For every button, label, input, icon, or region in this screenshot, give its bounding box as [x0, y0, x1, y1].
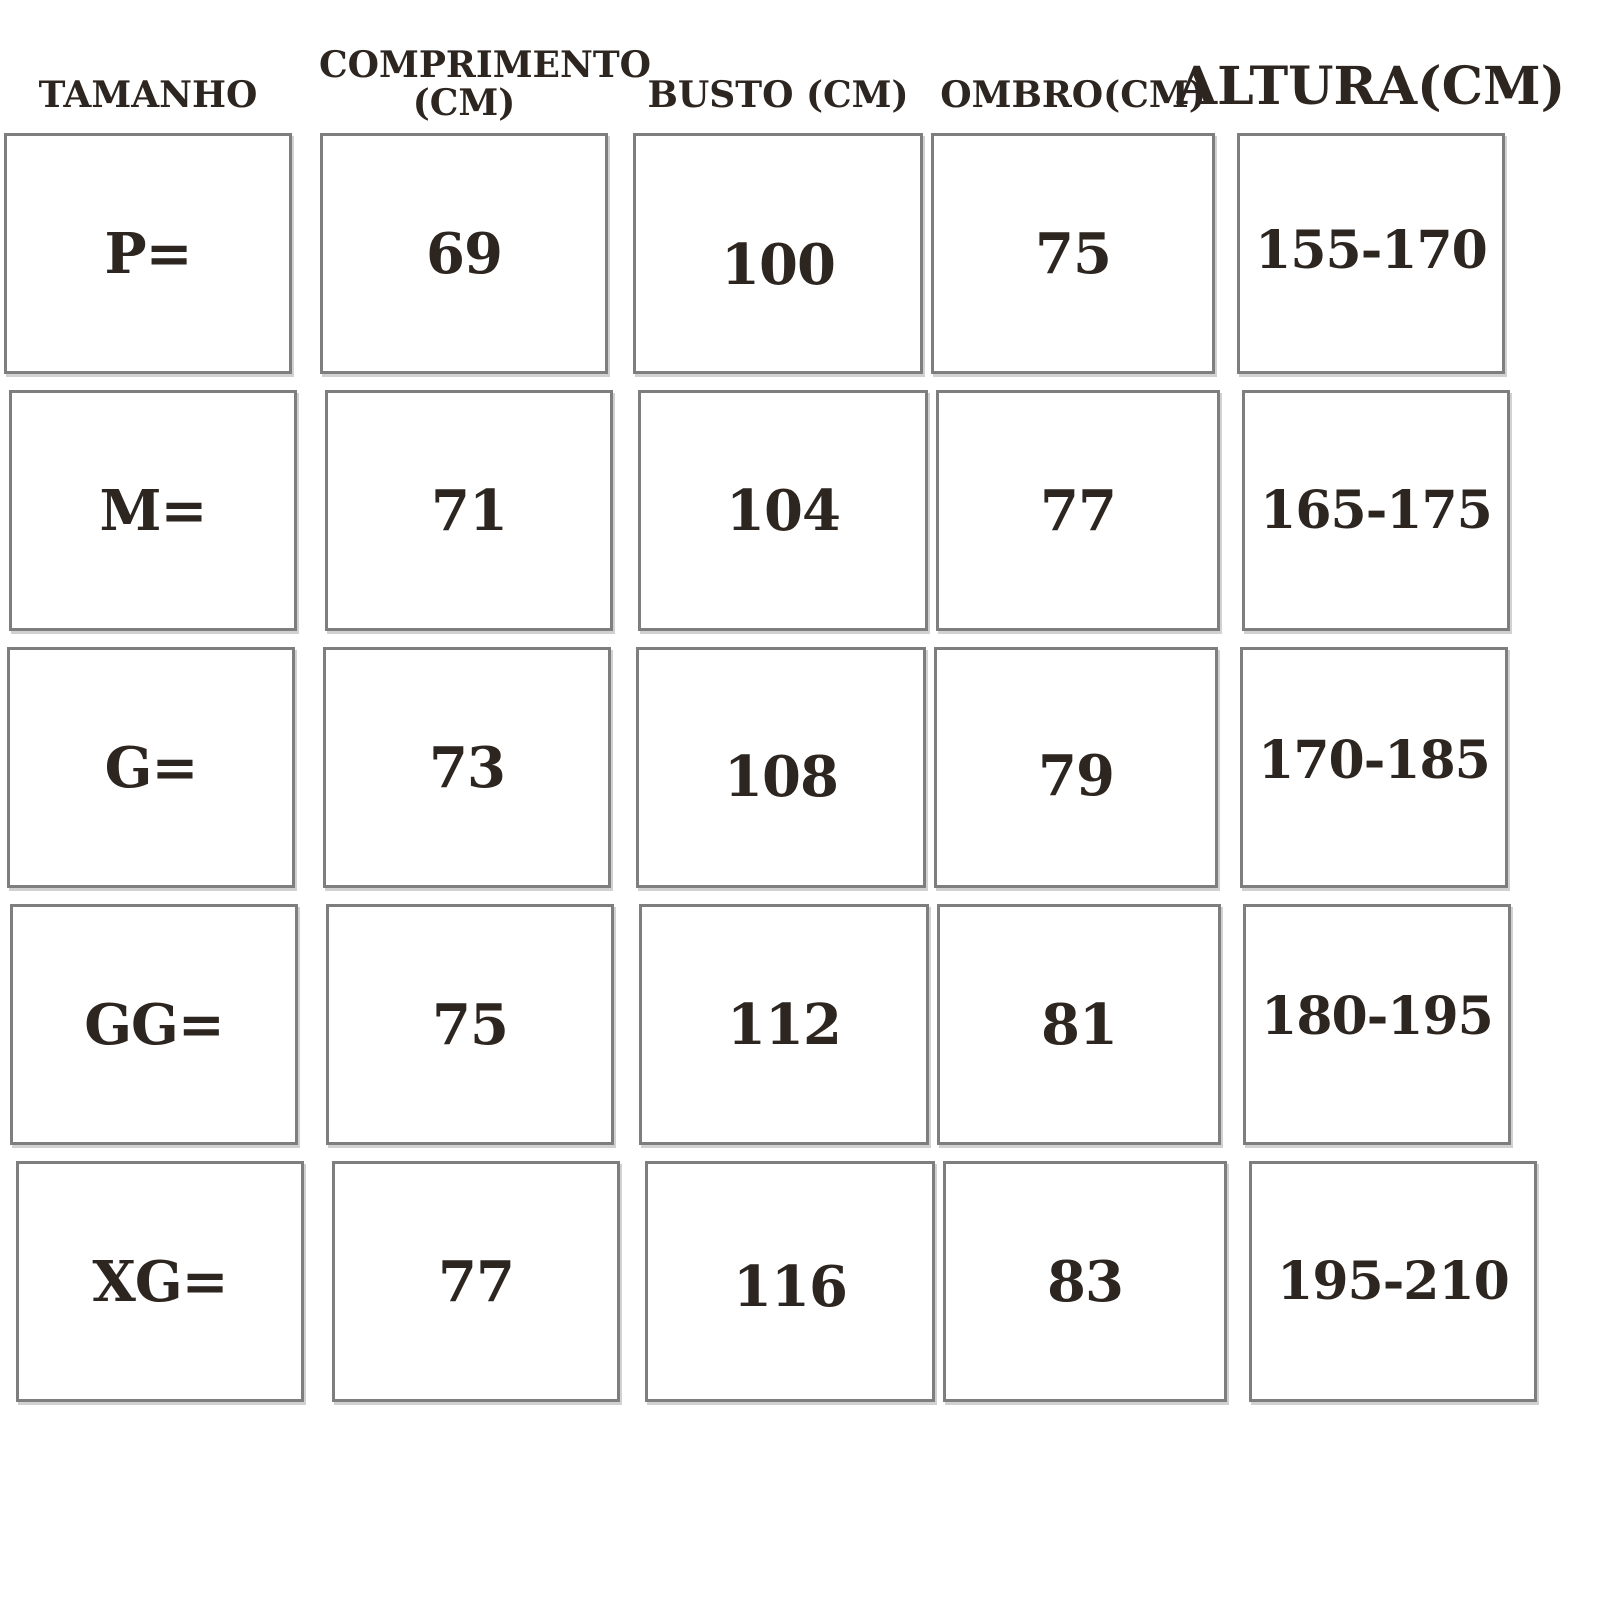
table-row-g: G= 73 108 79 170-185 [3, 647, 1600, 888]
busto-cell: 116 [645, 1161, 935, 1402]
column-header-ombro-label: OMBRO(CM) [940, 74, 1206, 117]
comprimento-cell: 77 [332, 1161, 620, 1402]
table-row-gg: GG= 75 112 81 180-195 [6, 904, 1600, 1145]
size-cell: P= [4, 133, 292, 374]
column-header-busto-label: BUSTO (CM) [647, 74, 909, 117]
size-cell: M= [9, 390, 297, 631]
ombro-cell: 77 [936, 390, 1220, 631]
table-row-p: P= 69 100 75 155-170 [0, 133, 1600, 374]
altura-cell: 195-210 [1249, 1161, 1537, 1402]
size-cell: GG= [10, 904, 298, 1145]
column-header-altura: ALTURA(CM) [1177, 60, 1565, 133]
altura-cell: 170-185 [1240, 647, 1508, 888]
busto-cell: 112 [639, 904, 929, 1145]
ombro-cell: 81 [937, 904, 1221, 1145]
column-header-altura-label: ALTURA(CM) [1176, 56, 1566, 118]
column-header-tamanho: TAMANHO [4, 74, 292, 133]
header-row: TAMANHO COMPRIMENTO (CM) BUSTO (CM) OMBR… [0, 0, 1600, 133]
column-header-comprimento-label: COMPRIMENTO (CM) [319, 44, 652, 125]
busto-cell: 104 [638, 390, 928, 631]
size-cell: G= [7, 647, 295, 888]
ombro-cell: 83 [943, 1161, 1227, 1402]
ombro-cell: 79 [934, 647, 1218, 888]
altura-cell: 180-195 [1243, 904, 1511, 1145]
comprimento-cell: 73 [323, 647, 611, 888]
column-header-comprimento: COMPRIMENTO (CM) [319, 44, 652, 133]
comprimento-cell: 69 [320, 133, 608, 374]
comprimento-cell: 75 [326, 904, 614, 1145]
ombro-cell: 75 [931, 133, 1215, 374]
altura-cell: 155-170 [1237, 133, 1505, 374]
altura-cell: 165-175 [1242, 390, 1510, 631]
busto-cell: 108 [636, 647, 926, 888]
column-header-ombro: OMBRO(CM) [931, 74, 1215, 133]
column-header-tamanho-label: TAMANHO [38, 74, 258, 117]
size-cell: XG= [16, 1161, 304, 1402]
column-header-busto: BUSTO (CM) [633, 74, 923, 133]
table-row-m: M= 71 104 77 165-175 [5, 390, 1600, 631]
comprimento-cell: 71 [325, 390, 613, 631]
busto-cell: 100 [633, 133, 923, 374]
table-row-xg: XG= 77 116 83 195-210 [12, 1161, 1600, 1402]
